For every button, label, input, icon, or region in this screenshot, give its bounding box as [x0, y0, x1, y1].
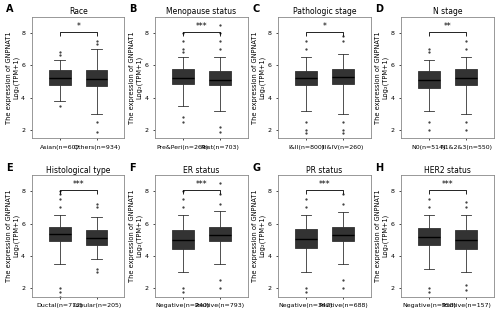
Y-axis label: The expression of GNPNAT1
Log₂(TPM+1): The expression of GNPNAT1 Log₂(TPM+1) [252, 31, 265, 124]
Text: **: ** [444, 22, 452, 31]
Text: B: B [130, 4, 136, 14]
Text: ***: *** [196, 180, 207, 189]
PathPatch shape [86, 70, 108, 86]
Text: E: E [6, 163, 13, 173]
PathPatch shape [209, 71, 231, 85]
Y-axis label: The expression of GNPNAT1
Log₂(TPM+1): The expression of GNPNAT1 Log₂(TPM+1) [6, 31, 19, 124]
PathPatch shape [418, 71, 440, 88]
Text: C: C [252, 4, 260, 14]
Text: ***: *** [196, 22, 207, 31]
Text: ***: *** [442, 180, 454, 189]
Y-axis label: The expression of GNPNAT1
Log₂(TPM+1): The expression of GNPNAT1 Log₂(TPM+1) [375, 31, 388, 124]
Text: D: D [376, 4, 384, 14]
Text: G: G [252, 163, 260, 173]
PathPatch shape [295, 71, 316, 85]
Text: ***: *** [72, 180, 84, 189]
Y-axis label: The expression of GNPNAT1
Log₂(TPM+1): The expression of GNPNAT1 Log₂(TPM+1) [128, 189, 142, 282]
Title: PR status: PR status [306, 166, 342, 175]
PathPatch shape [456, 230, 476, 250]
PathPatch shape [209, 227, 231, 241]
Y-axis label: The expression of GNPNAT1
Log₂(TPM+1): The expression of GNPNAT1 Log₂(TPM+1) [6, 189, 19, 282]
Text: H: H [376, 163, 384, 173]
Y-axis label: The expression of GNPNAT1
Log₂(TPM+1): The expression of GNPNAT1 Log₂(TPM+1) [128, 31, 142, 124]
Title: Histological type: Histological type [46, 166, 110, 175]
Text: F: F [130, 163, 136, 173]
PathPatch shape [49, 227, 70, 241]
PathPatch shape [295, 229, 316, 248]
Title: ER status: ER status [183, 166, 220, 175]
PathPatch shape [456, 69, 476, 84]
Title: Menopause status: Menopause status [166, 8, 236, 16]
Title: Race: Race [69, 8, 87, 16]
PathPatch shape [86, 230, 108, 245]
Y-axis label: The expression of GNPNAT1
Log₂(TPM+1): The expression of GNPNAT1 Log₂(TPM+1) [375, 189, 388, 282]
PathPatch shape [172, 230, 194, 250]
Text: A: A [6, 4, 14, 14]
PathPatch shape [172, 69, 194, 84]
Title: HER2 status: HER2 status [424, 166, 471, 175]
PathPatch shape [332, 227, 353, 241]
PathPatch shape [49, 70, 70, 84]
Text: ***: *** [318, 180, 330, 189]
Text: *: * [322, 22, 326, 31]
Title: Pathologic stage: Pathologic stage [292, 8, 356, 16]
Y-axis label: The expression of GNPNAT1
Log₂(TPM+1): The expression of GNPNAT1 Log₂(TPM+1) [252, 189, 265, 282]
PathPatch shape [332, 69, 353, 84]
PathPatch shape [418, 228, 440, 245]
Title: N stage: N stage [433, 8, 462, 16]
Text: *: * [76, 22, 80, 31]
